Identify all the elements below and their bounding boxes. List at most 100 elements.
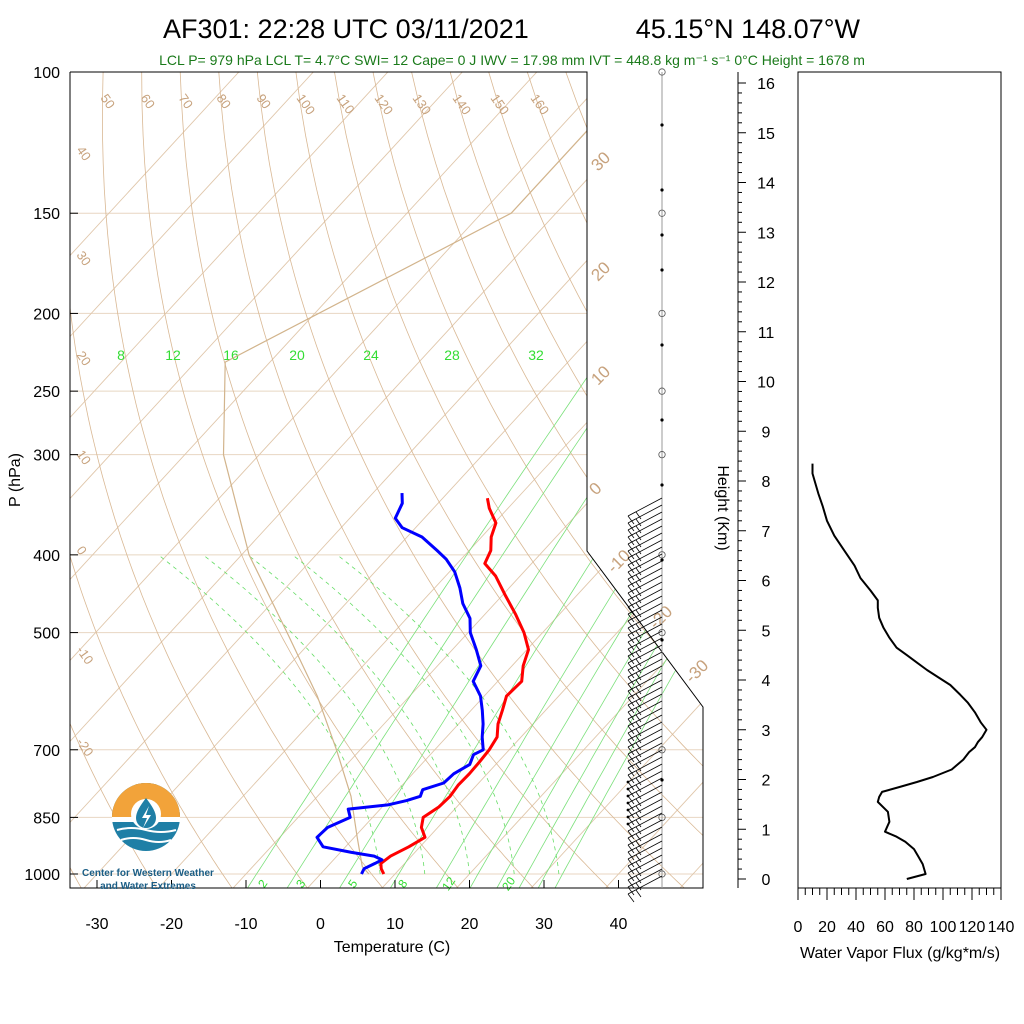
mixing-ratio-label: 12 xyxy=(165,347,181,363)
wind-barb xyxy=(626,791,663,819)
wind-barb xyxy=(627,833,663,861)
wind-barb-flag xyxy=(627,613,635,623)
wind-barb-flag xyxy=(635,546,642,555)
wind-barb xyxy=(626,805,663,833)
wind-barb xyxy=(627,546,663,574)
wind-barb-staff xyxy=(627,693,663,713)
wind-barb-flag xyxy=(635,637,642,646)
wind-barb-dot xyxy=(626,780,630,784)
wind-barb-staff xyxy=(627,854,663,874)
isotherm-line xyxy=(70,72,612,888)
height-tick-label: 5 xyxy=(762,623,771,640)
mixing-ratio-line xyxy=(517,354,703,888)
wind-barb-flag xyxy=(635,651,642,660)
wind-level-dot xyxy=(660,558,664,562)
height-tick-label: 8 xyxy=(762,474,771,491)
wind-barb-staff xyxy=(627,791,663,811)
temperature-tick-label: 20 xyxy=(461,916,479,933)
dry-adiabat-line xyxy=(526,72,703,888)
flux-tick-label: 0 xyxy=(794,919,803,936)
dry-adiabat-line xyxy=(101,72,386,888)
wind-barb-flag xyxy=(627,879,635,889)
wind-barb-staff xyxy=(627,595,663,615)
wind-barb xyxy=(627,567,663,595)
wind-barb-flag xyxy=(627,627,635,637)
wind-level-dot xyxy=(660,343,664,347)
wind-barb-flag xyxy=(627,536,635,546)
dry-adiabat-label: 40 xyxy=(74,143,95,163)
wind-barb xyxy=(627,623,663,651)
temperature-tick-label: 10 xyxy=(386,916,404,933)
wind-barb-flag xyxy=(627,711,635,721)
wind-barb-flag xyxy=(635,840,642,849)
wind-barb-staff xyxy=(627,672,663,692)
wind-barb-flag xyxy=(635,553,642,562)
wind-barb-flag xyxy=(635,763,642,772)
wind-barb-flag xyxy=(635,882,642,891)
wind-barb-flag xyxy=(627,795,635,805)
wind-barb-flag xyxy=(627,844,635,854)
wind-barb xyxy=(626,784,663,812)
dry-adiabat-line xyxy=(565,72,703,888)
parcel-path-line xyxy=(222,72,642,875)
mixing-ratio-label: 12 xyxy=(439,874,458,893)
wind-barb-staff xyxy=(627,798,663,818)
wind-barb-staff xyxy=(627,518,663,538)
wind-barb-flag xyxy=(635,819,642,828)
wind-barb-staff xyxy=(627,721,663,741)
wind-barb-flag xyxy=(635,742,642,751)
wind-barb xyxy=(627,679,663,707)
temperature-tick-label: 0 xyxy=(316,916,325,933)
isotherm-line xyxy=(230,72,703,888)
wind-barb-flag xyxy=(627,788,635,798)
wind-barb xyxy=(627,588,663,616)
skewt-ylabel: P (hPa) xyxy=(7,453,24,507)
flux-xlabel: Water Vapor Flux (g/kg*m/s) xyxy=(800,945,1000,962)
mixing-ratio-label: 16 xyxy=(223,347,239,363)
wind-barb-staff xyxy=(627,560,663,580)
wind-barb-flag xyxy=(627,767,635,777)
wind-barb-staff xyxy=(627,679,663,699)
wind-barb xyxy=(627,574,663,602)
wind-barb-staff xyxy=(627,623,663,643)
wind-barb-staff xyxy=(627,630,663,650)
calm-wind-circle xyxy=(658,746,666,754)
wind-barb xyxy=(627,651,663,679)
moist-adiabat-line xyxy=(158,554,381,875)
skewt-xlabel: Temperature (C) xyxy=(334,939,450,956)
wind-barb-flag xyxy=(635,875,642,884)
isotherm-label: 20 xyxy=(587,258,614,285)
wind-barb-flag xyxy=(635,889,642,898)
wind-barb xyxy=(627,511,663,539)
wind-barb-flag xyxy=(627,865,635,875)
pressure-tick-label: 100 xyxy=(33,65,60,82)
wind-barb-flag xyxy=(627,662,635,672)
wind-barb-dot xyxy=(626,787,630,791)
wind-barb-flag xyxy=(635,630,642,639)
wind-barb xyxy=(627,686,663,714)
wind-barb-staff xyxy=(627,756,663,776)
dry-adiabat-label: 160 xyxy=(528,91,553,117)
wind-barb-flag xyxy=(627,683,635,693)
height-tick-label: 7 xyxy=(762,524,771,541)
wind-barb-staff xyxy=(627,567,663,587)
water-vapor-flux-line xyxy=(811,463,988,880)
wind-barb xyxy=(627,707,663,735)
dewpoint-line xyxy=(315,493,485,875)
wind-barb-staff xyxy=(627,833,663,853)
wind-barb-flag xyxy=(627,725,635,735)
mixing-ratio-line xyxy=(494,354,703,888)
wind-barb xyxy=(627,581,663,609)
wind-barb-flag xyxy=(627,676,635,686)
wind-barb-dot xyxy=(626,822,630,826)
dry-adiabat-line xyxy=(411,72,703,888)
wind-barb xyxy=(627,595,663,623)
calm-wind-circle xyxy=(658,387,666,395)
wind-barb xyxy=(627,700,663,728)
wind-barb-flag xyxy=(635,861,642,870)
height-tick-label: 3 xyxy=(762,723,771,740)
temperature-line xyxy=(379,497,530,875)
mixing-ratio-line xyxy=(553,354,703,888)
skewt-frame xyxy=(69,71,704,889)
wind-barb-flag xyxy=(627,704,635,714)
